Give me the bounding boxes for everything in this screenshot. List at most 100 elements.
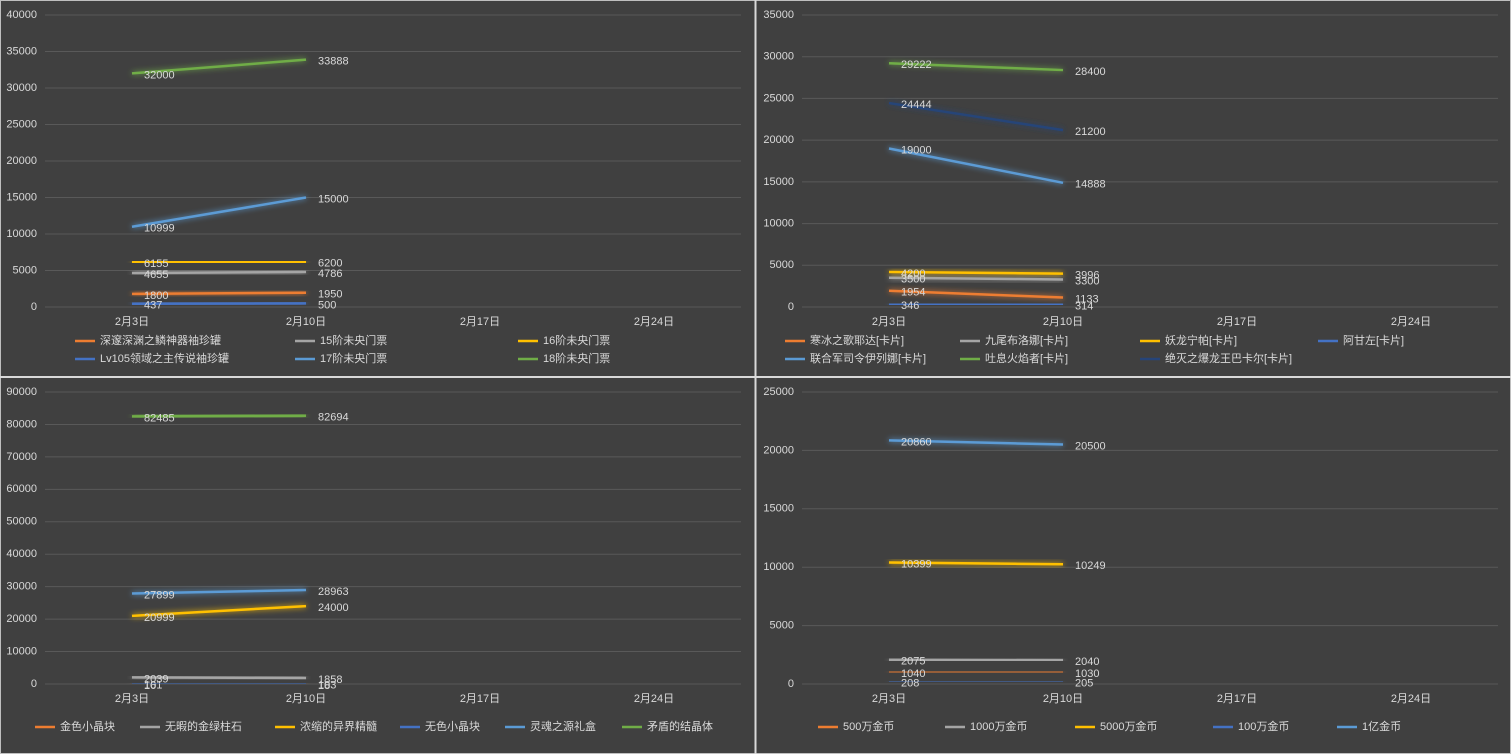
legend-label: 寒冰之歌耶达[卡片] <box>810 333 904 347</box>
data-label: 14888 <box>1075 179 1106 191</box>
y-tick-label: 0 <box>788 678 794 690</box>
y-tick-label: 20000 <box>763 134 794 146</box>
data-label: 1954 <box>901 287 925 299</box>
legend-label: 无色小晶块 <box>425 719 480 733</box>
data-label: 4786 <box>318 268 342 280</box>
legend-label: 阿甘左[卡片] <box>1343 334 1404 347</box>
legend-label: 17阶未央门票 <box>320 351 387 365</box>
data-label: 4200 <box>901 268 925 280</box>
data-label: 20999 <box>144 612 175 624</box>
x-tick-label: 2月10日 <box>286 316 326 328</box>
legend-label: 15阶未央门票 <box>320 333 387 347</box>
data-label: 28400 <box>1075 66 1106 78</box>
series-line <box>888 270 1064 275</box>
series-line <box>131 604 307 618</box>
legend-label: 18阶未央门票 <box>543 351 610 365</box>
data-label: 3300 <box>1075 275 1099 287</box>
legend-label: 100万金币 <box>1238 719 1289 733</box>
legend-label: 深邃深渊之鳞神器袖珍罐 <box>100 333 221 347</box>
data-label: 101 <box>144 680 162 692</box>
data-label: 103 <box>318 680 336 692</box>
y-tick-label: 0 <box>788 301 794 313</box>
y-tick-label: 30000 <box>763 51 794 63</box>
data-label: 1030 <box>1075 668 1099 680</box>
x-tick-label: 2月3日 <box>872 316 906 328</box>
y-tick-label: 80000 <box>6 418 37 430</box>
data-label: 1133 <box>1075 293 1099 305</box>
chart: 0 5000 10000 15000 20000 25000 30000 35000 40000… <box>6 9 741 365</box>
legend-label: 吐息火焰者[卡片] <box>985 351 1068 365</box>
chart: 0 10000 20000 30000 40000 50000 60000 70000 8000… <box>6 386 741 733</box>
y-tick-label: 20000 <box>6 155 37 167</box>
x-tick-label: 2月17日 <box>1217 316 1257 328</box>
data-label: 6155 <box>144 258 168 270</box>
y-tick-label: 15000 <box>6 191 37 203</box>
x-tick-label: 2月17日 <box>1217 693 1257 705</box>
data-label: 15000 <box>318 193 349 205</box>
x-tick-label: 2月24日 <box>634 693 674 705</box>
y-tick-label: 90000 <box>6 386 37 398</box>
series-line <box>131 270 307 275</box>
y-tick-label: 10000 <box>6 228 37 240</box>
x-tick-label: 2月17日 <box>460 316 500 328</box>
y-tick-label: 40000 <box>6 548 37 560</box>
chart: 0 5000 10000 15000 20000 25000 30000 35000 2月3日 2… <box>763 9 1498 365</box>
y-tick-label: 10000 <box>763 561 794 573</box>
legend-label: 金色小晶块 <box>60 719 115 733</box>
data-label: 16 <box>144 680 156 692</box>
data-label: 1858 <box>318 674 342 686</box>
data-label: 346 <box>901 300 919 312</box>
data-label: 3500 <box>901 274 925 286</box>
series-line <box>888 561 1064 566</box>
chart: 0 5000 10000 15000 20000 25000 2月3日 2月10日 2月17日 2… <box>763 386 1498 733</box>
legend-label: 500万金币 <box>843 719 894 733</box>
legend-label: Lv105领域之主传说袖珍罐 <box>100 351 229 365</box>
legend-label: 矛盾的结晶体 <box>647 719 713 733</box>
series-line <box>888 289 1064 299</box>
series-line <box>131 676 307 680</box>
x-tick-label: 2月24日 <box>1391 316 1431 328</box>
data-label: 33888 <box>318 56 349 68</box>
data-label: 29222 <box>901 59 932 71</box>
legend-label: 5000万金币 <box>1100 719 1157 733</box>
series-line <box>888 276 1064 281</box>
legend-label: 1亿金币 <box>1362 719 1401 733</box>
legend-label: 1000万金币 <box>970 719 1027 733</box>
legend-label: 联合军司令伊列娜[卡片] <box>810 351 926 365</box>
x-tick-label: 2月10日 <box>1043 693 1083 705</box>
x-tick-label: 2月24日 <box>634 316 674 328</box>
data-label: 3996 <box>1075 270 1099 282</box>
data-label: 24000 <box>318 602 349 614</box>
y-tick-label: 15000 <box>763 503 794 515</box>
x-tick-label: 2月3日 <box>115 316 149 328</box>
y-tick-label: 25000 <box>763 92 794 104</box>
y-tick-label: 5000 <box>770 620 794 632</box>
data-label: 6200 <box>318 258 342 270</box>
series-line <box>888 439 1064 446</box>
data-label: 82694 <box>318 412 349 424</box>
y-tick-label: 60000 <box>6 483 37 495</box>
data-label: 20860 <box>901 436 932 448</box>
y-tick-label: 25000 <box>6 118 37 130</box>
data-label: 1040 <box>901 668 925 680</box>
y-tick-label: 70000 <box>6 451 37 463</box>
y-tick-label: 10000 <box>6 645 37 657</box>
data-label: 20500 <box>1075 440 1106 452</box>
y-tick-label: 50000 <box>6 516 37 528</box>
data-label: 314 <box>1075 300 1093 312</box>
legend-label: 浓缩的异界精髓 <box>300 719 377 733</box>
y-tick-label: 20000 <box>763 444 794 456</box>
series-line <box>131 588 307 595</box>
x-tick-label: 2月10日 <box>286 693 326 705</box>
series-line <box>131 58 307 75</box>
data-label: 2039 <box>144 673 168 685</box>
y-tick-label: 10000 <box>763 217 794 229</box>
data-label: 32000 <box>144 69 175 81</box>
y-tick-label: 30000 <box>6 82 37 94</box>
y-tick-label: 30000 <box>6 581 37 593</box>
legend-label: 绝灭之爆龙王巴卡尔[卡片] <box>1165 351 1292 365</box>
x-tick-label: 2月3日 <box>115 693 149 705</box>
x-tick-label: 2月17日 <box>460 693 500 705</box>
data-label: 208 <box>901 677 919 689</box>
